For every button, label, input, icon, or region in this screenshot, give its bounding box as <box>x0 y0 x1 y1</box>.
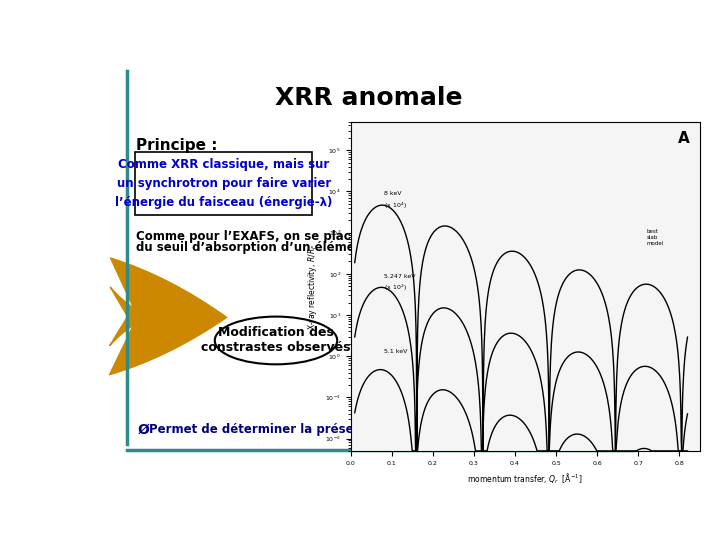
Text: Permet de déterminer la présence et la localisation d’un élément dans la couche: Permet de déterminer la présence et la l… <box>149 423 685 436</box>
X-axis label: momentum transfer, $Q_r$  [$\mathregular{\AA}^{-1}$]: momentum transfer, $Q_r$ [$\mathregular{… <box>467 471 583 485</box>
Text: 5.247 keV: 5.247 keV <box>384 274 415 279</box>
Text: Principe :: Principe : <box>137 138 218 153</box>
FancyBboxPatch shape <box>352 128 635 432</box>
Text: 5.1 keV: 5.1 keV <box>384 349 407 354</box>
FancyArrowPatch shape <box>109 258 227 375</box>
Text: 8 keV: 8 keV <box>384 192 401 197</box>
Text: (x 10$^4$): (x 10$^4$) <box>384 201 406 211</box>
Text: XRR anomale: XRR anomale <box>275 86 463 110</box>
Text: Anomalous X-ray Reflectivity Characterization of Ion Distribution at Biomimetic
: Anomalous X-ray Reflectivity Characteriz… <box>351 133 636 146</box>
Text: du seuil d’absorption d’un élément: du seuil d’absorption d’un élément <box>137 241 369 254</box>
Text: Ø: Ø <box>138 423 150 437</box>
FancyBboxPatch shape <box>135 152 312 215</box>
Text: Comme pour l’EXAFS, on se place autour: Comme pour l’EXAFS, on se place autour <box>137 231 408 244</box>
Text: David Vaknin,   Peter Krüger,   and   Mathias Lösche: David Vaknin, Peter Krüger, and Mathias … <box>412 151 575 156</box>
Text: (x 10$^2$): (x 10$^2$) <box>384 283 406 293</box>
Text: A: A <box>678 131 689 146</box>
Ellipse shape <box>215 316 337 365</box>
Text: Modification des
constrastes observés: Modification des constrastes observés <box>202 327 351 354</box>
Text: best
slab
model: best slab model <box>647 230 664 246</box>
Y-axis label: X-ray reflectivity, $R/R_F$: X-ray reflectivity, $R/R_F$ <box>306 243 319 329</box>
Text: Comme XRR classique, mais sur
un synchrotron pour faire varier
l’énergie du fais: Comme XRR classique, mais sur un synchro… <box>115 158 333 209</box>
